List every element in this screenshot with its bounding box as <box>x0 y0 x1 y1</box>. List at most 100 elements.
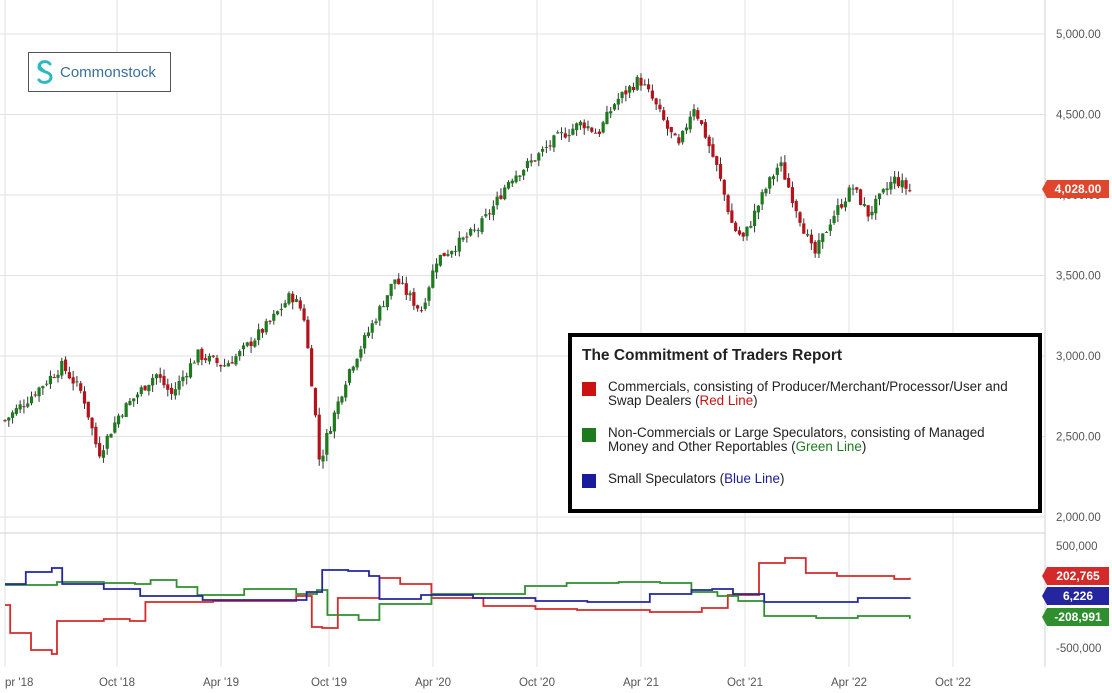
candle-body <box>469 229 473 236</box>
candle-body <box>366 332 371 337</box>
candle-body <box>94 426 98 445</box>
candle-body <box>404 283 408 295</box>
candle-body <box>552 135 556 148</box>
candle-body <box>506 182 511 189</box>
candle-body <box>684 127 689 131</box>
candle-body <box>287 293 291 304</box>
candle-body <box>722 179 726 195</box>
candle-body <box>495 196 499 206</box>
commonstock-logo-icon <box>37 60 53 84</box>
value-tags: 4,028.00 202,765 6,226 -208,991 <box>1042 180 1109 626</box>
candle-body <box>646 84 651 90</box>
candle-body <box>291 293 295 303</box>
candle-body <box>639 77 643 86</box>
candle-body <box>476 230 480 232</box>
candle-body <box>306 319 310 349</box>
candle-body <box>446 254 450 256</box>
candle-body <box>522 169 526 176</box>
candle-body <box>105 435 109 449</box>
candle-body <box>41 386 45 389</box>
candle-body <box>374 321 378 324</box>
candle-body <box>45 383 49 385</box>
candle-body <box>688 116 692 130</box>
candle-body <box>260 329 265 333</box>
candle-body <box>211 355 215 357</box>
candle-body <box>325 433 329 455</box>
candle-body <box>275 311 280 315</box>
candle-body <box>67 372 71 379</box>
legend-text: Non-Commercials or Large Speculators, co… <box>608 425 985 454</box>
candle-body <box>590 127 594 132</box>
candle-body <box>321 455 325 462</box>
candle-body <box>620 92 624 99</box>
candle-body <box>26 403 30 407</box>
x-tick-label: Oct '18 <box>99 677 135 689</box>
candle-body <box>669 127 673 133</box>
candle-body <box>192 362 196 364</box>
y-tick-label: 3,500.00 <box>1056 271 1101 283</box>
y-tick-label: 2,000.00 <box>1056 512 1101 524</box>
candle-body <box>416 305 420 309</box>
candle-body <box>257 329 261 341</box>
candle-body <box>771 176 776 180</box>
candle-body <box>389 283 393 296</box>
candle-body <box>514 175 518 183</box>
candle-body <box>885 188 889 191</box>
candle-body <box>711 144 715 157</box>
candle-body <box>196 349 200 363</box>
candle-body <box>215 357 219 364</box>
y-tick-label: 2,500.00 <box>1056 432 1101 444</box>
legend-item-large-speculators: Non-Commercials or Large Speculators, co… <box>582 426 1028 454</box>
candle-body <box>650 90 654 99</box>
candle-body <box>181 376 185 382</box>
candle-body <box>427 287 431 301</box>
candle-body <box>139 387 143 394</box>
candle-body <box>461 237 465 240</box>
legend-item-small-speculators: Small Speculators (Blue Line) <box>582 472 1028 488</box>
candle-body <box>113 422 117 433</box>
candle-body <box>874 198 878 214</box>
candle-body <box>692 109 696 117</box>
candle-body <box>3 420 7 422</box>
candle-body <box>124 403 128 418</box>
candle-body <box>563 133 567 138</box>
candle-body <box>207 355 212 362</box>
candle-body <box>63 359 68 372</box>
candle-body <box>393 279 397 284</box>
candle-body <box>896 177 901 187</box>
candle-body <box>147 384 151 392</box>
candle-body <box>245 342 249 346</box>
candle-body <box>98 443 102 457</box>
candle-body <box>162 375 166 386</box>
candle-body <box>132 398 136 402</box>
candle-body <box>442 252 446 257</box>
candle-body <box>537 153 541 161</box>
candle-body <box>533 160 537 162</box>
candle-body <box>298 300 302 309</box>
candle-body <box>71 377 75 384</box>
candle-body <box>749 225 753 228</box>
candle-body <box>605 111 609 124</box>
candle-body <box>741 232 745 237</box>
candle-body <box>877 193 882 200</box>
candle-body <box>821 233 825 242</box>
legend-title: The Commitment of Traders Report <box>582 347 843 364</box>
candle-body <box>400 282 405 284</box>
candle-body <box>643 84 647 86</box>
candle-body <box>893 176 897 184</box>
candle-body <box>283 303 287 308</box>
candle-body <box>525 161 530 168</box>
legend-swatch-red <box>582 382 596 396</box>
line-label-blue: Blue Line <box>724 471 780 486</box>
candle-body <box>294 299 299 302</box>
candle-body <box>544 146 548 148</box>
candle-body <box>840 204 844 208</box>
candle-body <box>768 177 772 189</box>
candle-body <box>419 310 424 312</box>
legend-text: Small Speculators (Blue Line) <box>608 471 785 486</box>
candle-body <box>612 104 617 110</box>
candle-body <box>472 229 477 231</box>
candle-body <box>575 123 579 131</box>
candle-body <box>677 137 681 144</box>
candle-body <box>510 180 514 184</box>
